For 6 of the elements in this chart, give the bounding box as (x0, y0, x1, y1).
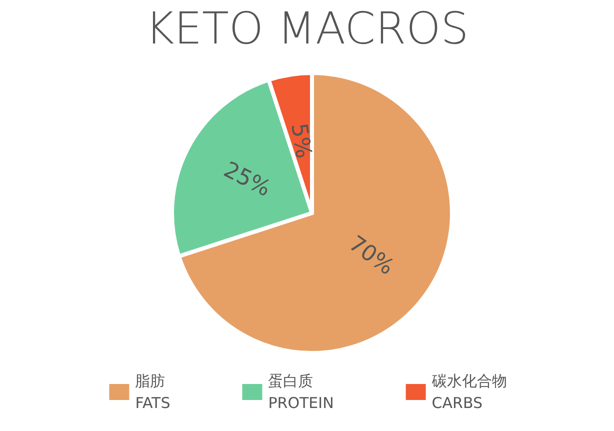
data-label: 5% (286, 122, 316, 160)
legend-label: 碳水化合物 CARBS (430, 372, 507, 412)
data-label: 25% (220, 158, 274, 202)
legend-label: 蛋白质 PROTEIN (268, 372, 334, 412)
chart-title: KETO MACROS (145, 4, 469, 54)
legend-label: 脂肪 FATS (135, 372, 170, 412)
